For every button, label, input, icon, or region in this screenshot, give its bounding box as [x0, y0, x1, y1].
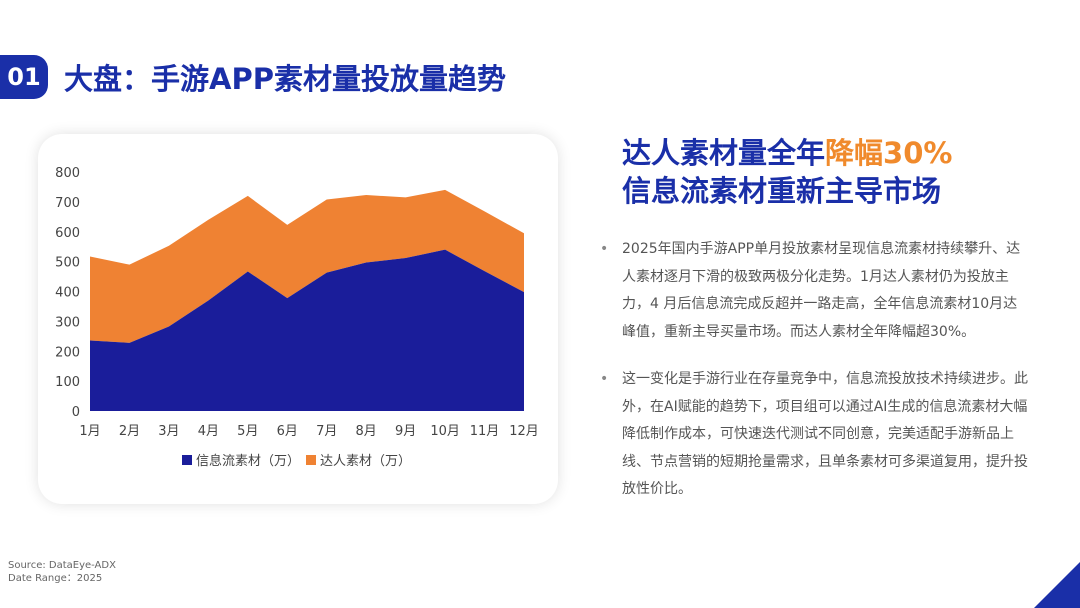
x-tick-label: 9月 — [395, 424, 416, 439]
x-tick-label: 8月 — [356, 424, 377, 439]
y-tick-label: 300 — [55, 315, 80, 330]
bullet-text: 这一变化是手游行业在存量竞争中，信息流投放技术持续进步。此外，在AI赋能的趋势下… — [622, 371, 1028, 497]
chart-card: 0 100 200 300 400 500 600 700 800 1月 2月 3月 4月 5月 6月 7月… — [38, 134, 558, 504]
x-tick-label: 12月 — [509, 424, 539, 439]
source-line: Source: DataEye-ADX — [8, 560, 116, 571]
x-tick-label: 6月 — [277, 424, 298, 439]
headline-line-1: 达人素材量全年降幅30% — [622, 134, 952, 172]
bullet-item: • 这一变化是手游行业在存量竞争中，信息流投放技术持续进步。此外，在AI赋能的趋… — [600, 366, 1030, 504]
x-tick-label: 1月 — [79, 424, 100, 439]
y-tick-label: 700 — [55, 196, 80, 211]
area-chart: 0 100 200 300 400 500 600 700 800 1月 2月 3月 4月 5月 6月 7月… — [55, 166, 539, 469]
x-tick-label: 10月 — [430, 424, 460, 439]
x-tick-label: 7月 — [316, 424, 337, 439]
y-tick-label: 200 — [55, 345, 80, 360]
x-tick-label: 11月 — [470, 424, 500, 439]
headline-prefix: 达人素材量全年 — [622, 136, 826, 170]
bullet-dot-icon: • — [600, 241, 609, 257]
source-note: Source: DataEye-ADX Date Range：2025 — [8, 559, 116, 585]
legend-swatch-feed — [182, 455, 192, 465]
y-tick-label: 100 — [55, 375, 80, 390]
x-tick-label: 4月 — [198, 424, 219, 439]
y-tick-label: 400 — [55, 286, 80, 301]
y-tick-label: 0 — [72, 405, 80, 420]
headline-accent: 降幅30% — [825, 136, 953, 170]
bullet-item: • 2025年国内手游APP单月投放素材呈现信息流素材持续攀升、达人素材逐月下滑… — [600, 236, 1030, 346]
y-tick-label: 800 — [55, 166, 80, 181]
series-area-feed — [90, 249, 524, 411]
x-tick-label: 2月 — [119, 424, 140, 439]
y-tick-label: 600 — [55, 226, 80, 241]
y-tick-label: 500 — [55, 256, 80, 271]
corner-decoration — [1034, 562, 1080, 608]
headline: 达人素材量全年降幅30% 信息流素材重新主导市场 — [622, 134, 952, 210]
legend-swatch-kol — [306, 455, 316, 465]
section-number-badge: 01 — [0, 55, 48, 99]
headline-line-2: 信息流素材重新主导市场 — [622, 174, 942, 208]
page-title: 大盘：手游APP素材量投放量趋势 — [64, 62, 506, 96]
bullet-list: • 2025年国内手游APP单月投放素材呈现信息流素材持续攀升、达人素材逐月下滑… — [600, 236, 1030, 524]
bullet-dot-icon: • — [600, 371, 609, 387]
bullet-text: 2025年国内手游APP单月投放素材呈现信息流素材持续攀升、达人素材逐月下滑的极… — [622, 241, 1021, 340]
x-tick-label: 5月 — [237, 424, 258, 439]
series-area-kol — [90, 189, 524, 343]
legend-label-kol: 达人素材（万） — [320, 454, 411, 469]
x-tick-label: 3月 — [158, 424, 179, 439]
date-range-line: Date Range：2025 — [8, 573, 103, 584]
legend-label-feed: 信息流素材（万） — [196, 453, 300, 469]
